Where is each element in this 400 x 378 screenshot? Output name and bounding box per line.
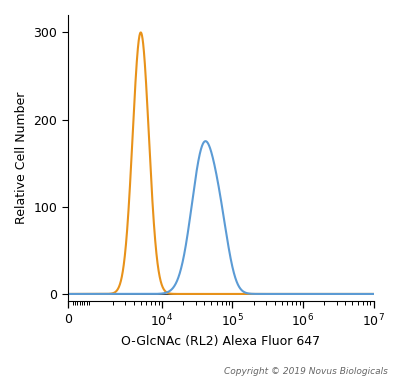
Text: Copyright © 2019 Novus Biologicals: Copyright © 2019 Novus Biologicals xyxy=(224,367,388,376)
Y-axis label: Relative Cell Number: Relative Cell Number xyxy=(15,92,28,224)
X-axis label: O-GlcNAc (RL2) Alexa Fluor 647: O-GlcNAc (RL2) Alexa Fluor 647 xyxy=(121,335,320,348)
